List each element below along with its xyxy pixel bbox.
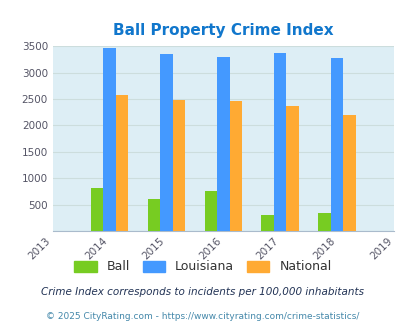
Bar (318, 213, 330, 231)
Legend: Ball, Louisiana, National: Ball, Louisiana, National (69, 255, 336, 279)
Title: Ball Property Crime Index: Ball Property Crime Index (113, 23, 333, 38)
Bar (286, 106, 298, 231)
Bar (330, 58, 342, 231)
Text: Crime Index corresponds to incidents per 100,000 inhabitants: Crime Index corresponds to incidents per… (41, 287, 364, 297)
Bar (115, 95, 128, 231)
Bar (261, 214, 273, 231)
Bar (160, 54, 172, 231)
Bar (229, 101, 241, 231)
Bar (172, 100, 185, 231)
Text: © 2025 CityRating.com - https://www.cityrating.com/crime-statistics/: © 2025 CityRating.com - https://www.city… (46, 312, 359, 321)
Bar (103, 48, 115, 231)
Bar (204, 191, 217, 231)
Bar (273, 52, 286, 231)
Bar (147, 199, 160, 231)
Bar (342, 115, 355, 231)
Bar (217, 57, 229, 231)
Bar (91, 188, 103, 231)
